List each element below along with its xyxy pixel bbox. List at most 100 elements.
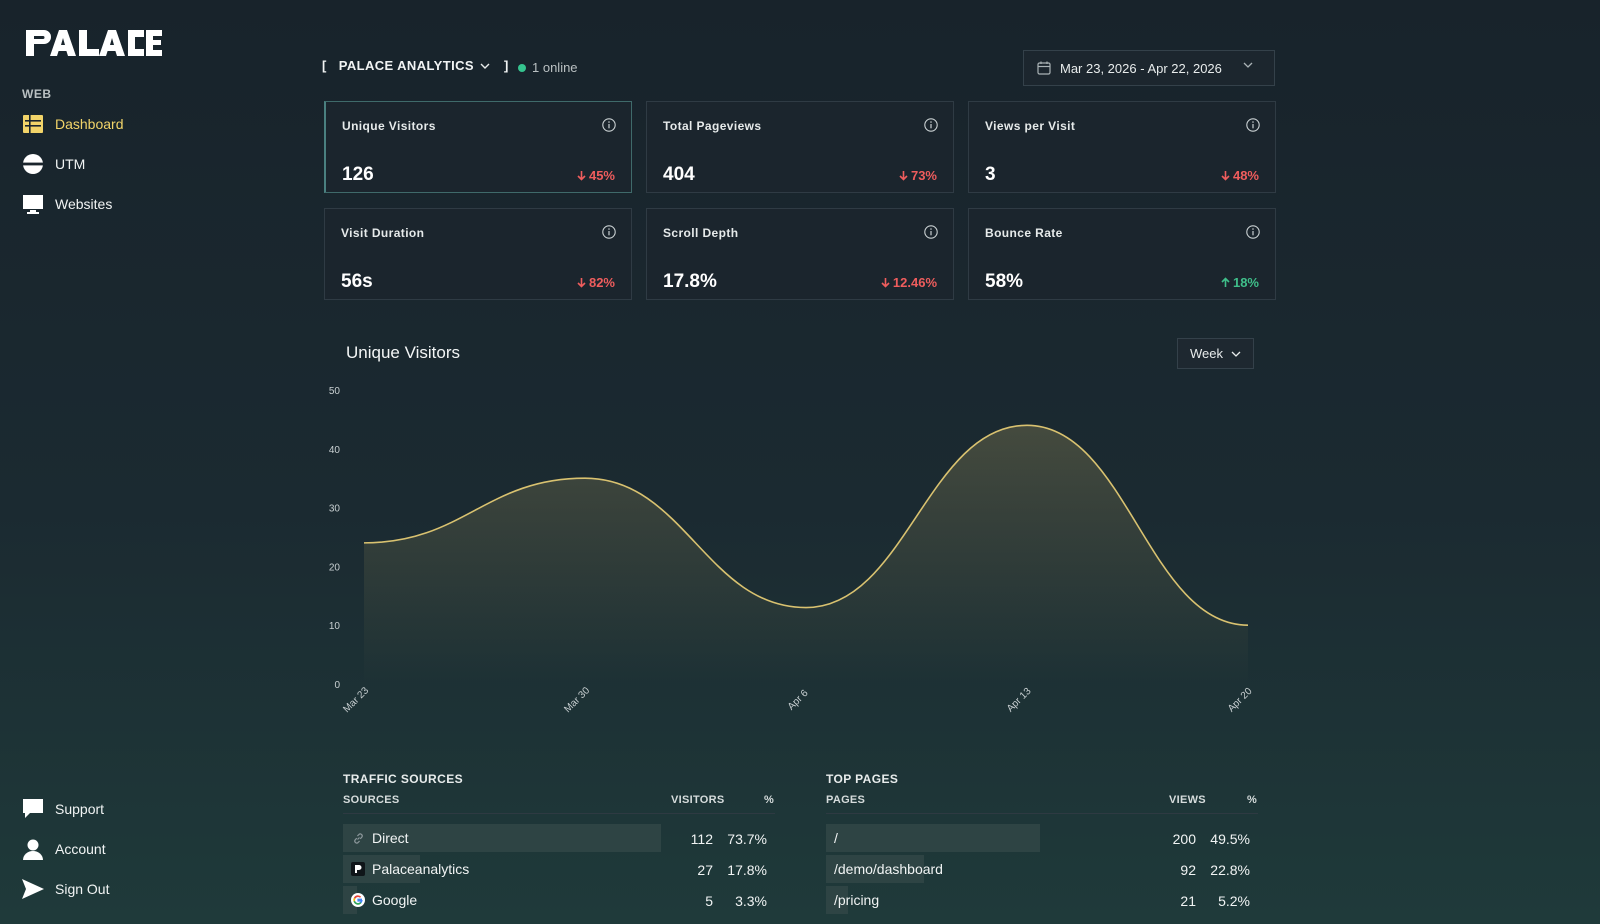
stat-value: 56s: [341, 271, 373, 292]
table-row[interactable]: /pricing 21 5.2%: [826, 886, 1258, 914]
data-point[interactable]: [361, 540, 367, 546]
row-count: 27: [697, 862, 713, 878]
sidebar-item-label: Account: [55, 841, 106, 857]
row-name: /demo/dashboard: [834, 861, 943, 877]
row-label: Palaceanalytics: [372, 861, 470, 877]
site-switcher[interactable]: [ PALACE ANALYTICS ]: [322, 58, 509, 73]
chevron-down-icon: [1243, 62, 1253, 68]
sidebar-item-sign-out[interactable]: Sign Out: [22, 876, 109, 902]
info-icon[interactable]: [1246, 225, 1260, 244]
row-count: 5: [705, 893, 713, 909]
col-views: VIEWS: [1169, 794, 1206, 806]
info-icon[interactable]: [602, 118, 616, 137]
y-tick-label: 10: [329, 621, 341, 632]
section-label-web: WEB: [22, 87, 52, 101]
palace-logo[interactable]: [24, 26, 164, 60]
info-icon[interactable]: [924, 118, 938, 137]
palace-logo-mark: [26, 30, 162, 56]
col-percent: %: [764, 794, 775, 806]
sidebar-item-label: UTM: [55, 156, 86, 172]
table-row[interactable]: Direct 112 73.7%: [343, 824, 775, 852]
stat-change-value: 45%: [588, 168, 615, 183]
row-label: /pricing: [834, 892, 880, 908]
stat-change-value: 18%: [1232, 275, 1259, 290]
stat-card-visit-duration[interactable]: Visit Duration 56s 82%: [324, 208, 632, 300]
y-tick-label: 20: [329, 562, 341, 573]
stat-title: Views per Visit: [985, 119, 1076, 133]
stat-change-value: 48%: [1232, 168, 1259, 183]
utm-icon: [22, 153, 44, 175]
sidebar-item-label: Websites: [55, 196, 113, 212]
row-percent: 5.2%: [1218, 893, 1250, 909]
data-point[interactable]: [582, 475, 588, 481]
table-row[interactable]: Google 5 3.3%: [343, 886, 775, 914]
interval-label: Week: [1190, 346, 1223, 361]
sidebar-item-label: Dashboard: [55, 116, 124, 132]
stat-title: Unique Visitors: [342, 119, 436, 133]
link-icon: [351, 831, 365, 845]
row-percent: 49.5%: [1210, 831, 1250, 847]
y-tick-label: 50: [329, 386, 341, 397]
interval-select[interactable]: Week: [1177, 338, 1254, 369]
share-bar: [826, 886, 849, 914]
sidebar-item-support[interactable]: Support: [22, 796, 104, 822]
share-bar: [343, 824, 662, 852]
bracket-open: [: [322, 58, 327, 73]
chart-title: Unique Visitors: [346, 343, 461, 362]
row-count: 200: [1172, 831, 1196, 847]
unique-visitors-chart: 0 10 20 30 40 50 Mar 23 Mar 30 Apr 6 Apr 13 Apr 20: [329, 386, 1255, 715]
table-row[interactable]: / 200 49.5%: [826, 824, 1258, 852]
sidebar-item-dashboard[interactable]: Dashboard: [22, 111, 124, 137]
stat-card-scroll-depth[interactable]: Scroll Depth 17.8% 12.46%: [646, 208, 954, 300]
stat-value: 126: [342, 164, 374, 185]
data-point[interactable]: [803, 605, 809, 611]
stat-title: Total Pageviews: [663, 119, 762, 133]
col-sources: SOURCES: [343, 794, 400, 806]
stat-card-unique-visitors[interactable]: Unique Visitors 126 45%: [324, 101, 632, 193]
col-visitors: VISITORS: [671, 794, 725, 806]
row-percent: 73.7%: [727, 831, 767, 847]
stat-change-value: 82%: [588, 275, 615, 290]
row-percent: 17.8%: [727, 862, 767, 878]
table-header: SOURCES VISITORS %: [343, 794, 775, 814]
stat-value: 17.8%: [663, 271, 717, 292]
sidebar-item-websites[interactable]: Websites: [22, 191, 112, 217]
stat-change: 18%: [1221, 275, 1259, 290]
arrow-down-icon: [881, 277, 893, 288]
stat-change: 45%: [577, 168, 615, 183]
row-name: Palaceanalytics: [351, 861, 469, 877]
stat-change: 12.46%: [881, 275, 937, 290]
table-row[interactable]: Palaceanalytics 27 17.8%: [343, 855, 775, 883]
chat-icon: [22, 798, 44, 820]
row-percent: 22.8%: [1210, 862, 1250, 878]
col-percent: %: [1247, 794, 1258, 806]
table-row[interactable]: /demo/dashboard 92 22.8%: [826, 855, 1258, 883]
info-icon[interactable]: [924, 225, 938, 244]
info-icon[interactable]: [1246, 118, 1260, 137]
series-line[interactable]: [363, 424, 1249, 626]
sidebar-item-account[interactable]: Account: [22, 836, 106, 862]
series-area: [364, 425, 1248, 684]
row-name: /: [834, 830, 838, 846]
stat-card-bounce-rate[interactable]: Bounce Rate 58% 18%: [968, 208, 1276, 300]
table-header: PAGES VIEWS %: [826, 794, 1258, 814]
row-percent: 3.3%: [735, 893, 767, 909]
online-indicator: 1 online: [518, 60, 578, 75]
date-range-picker[interactable]: Mar 23, 2026 - Apr 22, 2026: [1023, 50, 1275, 86]
row-label: /demo/dashboard: [834, 861, 943, 877]
data-point[interactable]: [1024, 422, 1030, 428]
user-icon: [22, 838, 44, 860]
stat-card-views-per-visit[interactable]: Views per Visit 3 48%: [968, 101, 1276, 193]
stat-value: 404: [663, 164, 695, 185]
stat-title: Visit Duration: [341, 226, 425, 240]
sidebar-item-utm[interactable]: UTM: [22, 151, 85, 177]
y-tick-label: 40: [329, 445, 341, 456]
stat-card-total-pageviews[interactable]: Total Pageviews 404 73%: [646, 101, 954, 193]
traffic-sources-panel: TRAFFIC SOURCES SOURCES VISITORS % Direc…: [343, 772, 775, 914]
arrow-down-icon: [577, 277, 589, 288]
data-point[interactable]: [1245, 622, 1251, 628]
site-name: PALACE ANALYTICS: [338, 58, 474, 73]
bracket-close: ]: [503, 58, 509, 73]
info-icon[interactable]: [602, 225, 616, 244]
arrow-down-icon: [899, 170, 911, 181]
